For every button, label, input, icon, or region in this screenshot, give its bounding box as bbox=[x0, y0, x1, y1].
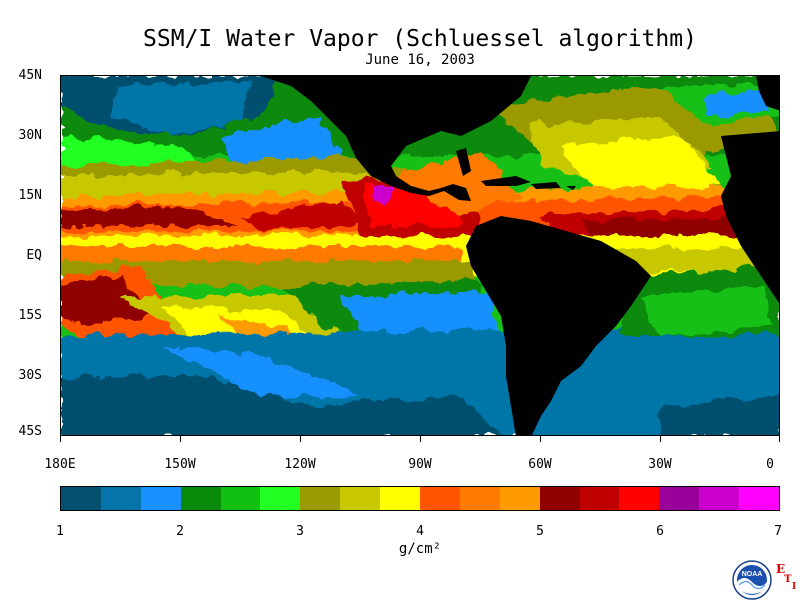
lon-label-0: 0 bbox=[766, 457, 774, 472]
x-tick bbox=[660, 436, 661, 442]
south-america bbox=[466, 216, 651, 435]
colorbar-swatch bbox=[61, 487, 101, 510]
colorbar-label-2: 2 bbox=[176, 524, 184, 539]
colorbar-swatch bbox=[739, 487, 780, 510]
lon-label-150w: 150W bbox=[164, 457, 196, 472]
lon-label-60w: 60W bbox=[528, 457, 552, 472]
chart-date: June 16, 2003 bbox=[365, 52, 475, 68]
lat-label-30s: 30S bbox=[18, 368, 42, 383]
vapor-field bbox=[61, 76, 779, 435]
iberia bbox=[756, 76, 779, 111]
lat-label-45n: 45N bbox=[18, 68, 42, 83]
eti-letter-e: E bbox=[776, 562, 786, 576]
north-america bbox=[261, 76, 531, 201]
caribbean-islands bbox=[456, 148, 576, 190]
colorbar-swatch bbox=[180, 487, 221, 510]
lat-label-15s: 15S bbox=[18, 308, 42, 323]
colorbar-label-5: 5 bbox=[536, 524, 544, 539]
noaa-logo-icon[interactable]: NOAA bbox=[732, 560, 772, 600]
colorbar-swatch bbox=[579, 487, 620, 510]
x-tick bbox=[540, 436, 541, 442]
lat-label-45s: 45S bbox=[18, 424, 42, 439]
units-label: g/cm² bbox=[398, 541, 442, 557]
colorbar-label-7: 7 bbox=[774, 524, 782, 539]
colorbar-label-3: 3 bbox=[296, 524, 304, 539]
x-tick bbox=[180, 436, 181, 442]
colorbar-swatch bbox=[619, 487, 660, 510]
land-masses bbox=[261, 76, 779, 435]
colorbar-swatch bbox=[380, 487, 421, 510]
colorbar-swatch bbox=[100, 487, 141, 510]
colorbar-swatch bbox=[499, 487, 540, 510]
water-vapor-map-svg bbox=[61, 76, 779, 435]
lat-label-15n: 15N bbox=[18, 188, 42, 203]
colorbar-swatch bbox=[659, 487, 700, 510]
x-tick bbox=[420, 436, 421, 442]
colorbar-swatch bbox=[539, 487, 580, 510]
x-tick bbox=[300, 436, 301, 442]
lat-label-eq: EQ bbox=[26, 248, 42, 263]
x-tick bbox=[60, 436, 61, 442]
water-vapor-map bbox=[60, 75, 780, 436]
colorbar-swatch bbox=[140, 487, 181, 510]
colorbar-label-1: 1 bbox=[56, 524, 64, 539]
lon-label-120w: 120W bbox=[284, 457, 316, 472]
eti-letter-t: T bbox=[784, 574, 792, 585]
colorbar-swatch bbox=[699, 487, 740, 510]
x-tick bbox=[779, 436, 780, 442]
lat-label-30n: 30N bbox=[18, 128, 42, 143]
lon-label-180e: 180E bbox=[44, 457, 76, 472]
eti-logo-icon[interactable]: E T I bbox=[774, 560, 800, 600]
colorbar-swatch bbox=[420, 487, 460, 510]
colorbar-label-4: 4 bbox=[416, 524, 424, 539]
noaa-logo-text: NOAA bbox=[742, 571, 763, 578]
color-scale-bar bbox=[60, 486, 780, 511]
colorbar-swatch bbox=[459, 487, 500, 510]
eti-letter-i: I bbox=[792, 582, 797, 592]
lon-label-30w: 30W bbox=[648, 457, 672, 472]
africa bbox=[721, 131, 779, 303]
colorbar-swatch bbox=[260, 487, 301, 510]
colorbar-swatch bbox=[220, 487, 261, 510]
colorbar-swatch bbox=[300, 487, 341, 510]
lon-label-90w: 90W bbox=[408, 457, 432, 472]
colorbar-label-6: 6 bbox=[656, 524, 664, 539]
colorbar-swatch bbox=[340, 487, 381, 510]
chart-title: SSM/I Water Vapor (Schluessel algorithm) bbox=[143, 26, 697, 52]
